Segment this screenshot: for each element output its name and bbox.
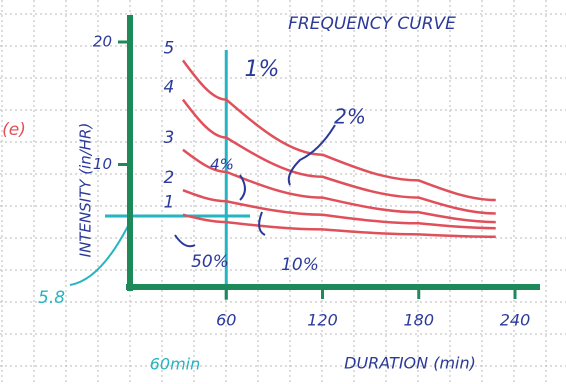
y-axis-label: INTENSITY (in/HR)	[77, 123, 95, 258]
reference-label: 60min	[150, 355, 201, 374]
annotation: (e)	[2, 120, 26, 140]
curve-label: 2	[164, 168, 175, 188]
y-tick-label: 10	[93, 155, 112, 173]
chart-title: FREQUENCY CURVE	[288, 14, 456, 34]
leader	[175, 235, 195, 246]
x-tick-label: 240	[500, 311, 531, 330]
annotation: 50%	[191, 252, 229, 272]
x-tick-label: 120	[307, 311, 338, 330]
annotation: 10%	[281, 255, 319, 275]
x-axis-label: DURATION (min)	[344, 354, 476, 373]
annotation: 4%	[210, 156, 234, 174]
x-tick-label: 180	[403, 311, 434, 330]
x-tick-label: 60	[216, 311, 236, 330]
curve	[183, 60, 496, 200]
reference-label: 5.8	[38, 288, 65, 308]
annotation: 1%	[245, 57, 280, 82]
curve-label: 1	[164, 193, 175, 213]
leader	[259, 212, 265, 235]
curve-label: 4	[164, 78, 175, 98]
curve-label: 5	[164, 38, 175, 58]
y-tick-label: 20	[93, 33, 112, 51]
chart: FREQUENCY CURVE DURATION (min) INTENSITY…	[0, 0, 566, 384]
curve-label: 3	[164, 128, 175, 148]
annotation: 2%	[334, 105, 366, 129]
